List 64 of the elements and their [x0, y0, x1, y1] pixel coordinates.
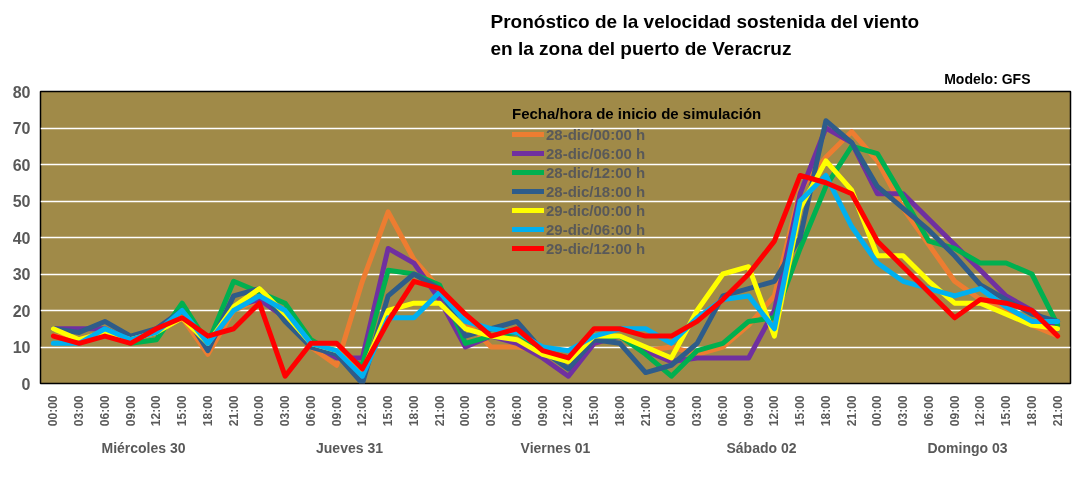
x-tick-label: 06:00: [715, 395, 730, 427]
y-tick-label: 10: [12, 339, 31, 356]
x-tick-label: 09:00: [329, 395, 344, 427]
x-tick-label: 21:00: [1050, 395, 1065, 427]
x-tick-label: 21:00: [844, 395, 859, 427]
legend-label: 29-dic/06:00 h: [546, 220, 646, 238]
x-tick-label: 09:00: [535, 395, 550, 427]
x-tick-label: 15:00: [587, 395, 602, 427]
x-tick-label: 00:00: [458, 395, 473, 427]
x-tick-label: 12:00: [973, 395, 988, 427]
x-tick-label: 15:00: [381, 395, 396, 427]
x-tick-label: 15:00: [793, 395, 808, 427]
x-tick-label: 21:00: [432, 395, 447, 427]
legend-label: 28-dic/06:00 h: [546, 144, 646, 162]
chart-subtitle: Modelo: GFS: [944, 70, 1031, 87]
y-tick-label: 0: [21, 375, 31, 393]
x-tick-label: 18:00: [1024, 395, 1039, 427]
x-tick-label: 12:00: [149, 395, 164, 427]
x-tick-label: 15:00: [175, 395, 190, 427]
text: Sábado 02: [726, 439, 797, 456]
x-tick-label: 00:00: [870, 395, 885, 427]
text: Miércoles 30: [101, 439, 186, 456]
x-tick-label: 12:00: [561, 395, 576, 427]
text: Viernes 01: [520, 439, 591, 456]
x-tick-label: 18:00: [612, 395, 627, 427]
x-tick-label: 21:00: [226, 395, 241, 427]
x-tick-label: 09:00: [947, 395, 962, 427]
x-tick-label: 06:00: [921, 395, 936, 427]
chart-title: Pronóstico de la velocidad sostenida del viento en la zona del puerto de Veracruz: [490, 11, 920, 59]
legend-label: 29-dic/00:00 h: [546, 201, 646, 219]
legend-label: 28-dic/18:00 h: [546, 182, 646, 200]
x-tick-label: 06:00: [509, 395, 524, 427]
x-tick-label: 18:00: [200, 395, 215, 427]
y-tick-label: 70: [12, 120, 31, 137]
x-tick-label: 00:00: [664, 395, 679, 427]
x-tick-label: 03:00: [72, 395, 87, 427]
x-tick-label: 03:00: [896, 395, 911, 427]
y-tick-label: 80: [12, 83, 31, 101]
x-tick-label: 21:00: [638, 395, 653, 427]
y-tick-label: 20: [12, 302, 31, 320]
y-tick-label: 60: [12, 156, 31, 174]
text: Jueves 31: [316, 439, 384, 456]
x-tick-label: 00:00: [46, 395, 61, 427]
text: Domingo 03: [927, 439, 1008, 456]
x-tick-label: 03:00: [278, 395, 293, 427]
x-tick-label: 03:00: [484, 395, 499, 427]
x-tick-label: 15:00: [999, 395, 1014, 427]
x-tick-label: 00:00: [252, 395, 267, 427]
legend-label: 29-dic/12:00 h: [546, 239, 646, 257]
legend-label: 28-dic/00:00 h: [546, 125, 646, 143]
y-tick-label: 40: [12, 229, 31, 247]
x-tick-label: 06:00: [97, 395, 112, 427]
x-tick-label: 06:00: [303, 395, 318, 427]
x-tick-label: 18:00: [818, 395, 833, 427]
y-tick-label: 50: [12, 193, 31, 210]
legend-label: 28-dic/12:00 h: [546, 163, 646, 181]
x-tick-label: 18:00: [406, 395, 421, 427]
x-tick-label: 03:00: [690, 395, 705, 427]
legend-title: Fecha/hora de inicio de simulación: [512, 105, 762, 122]
x-tick-label: 09:00: [123, 395, 138, 427]
x-tick-label: 12:00: [767, 395, 782, 427]
x-tick-label: 09:00: [741, 395, 756, 427]
x-tick-label: 12:00: [355, 395, 370, 427]
y-tick-label: 30: [12, 266, 31, 283]
